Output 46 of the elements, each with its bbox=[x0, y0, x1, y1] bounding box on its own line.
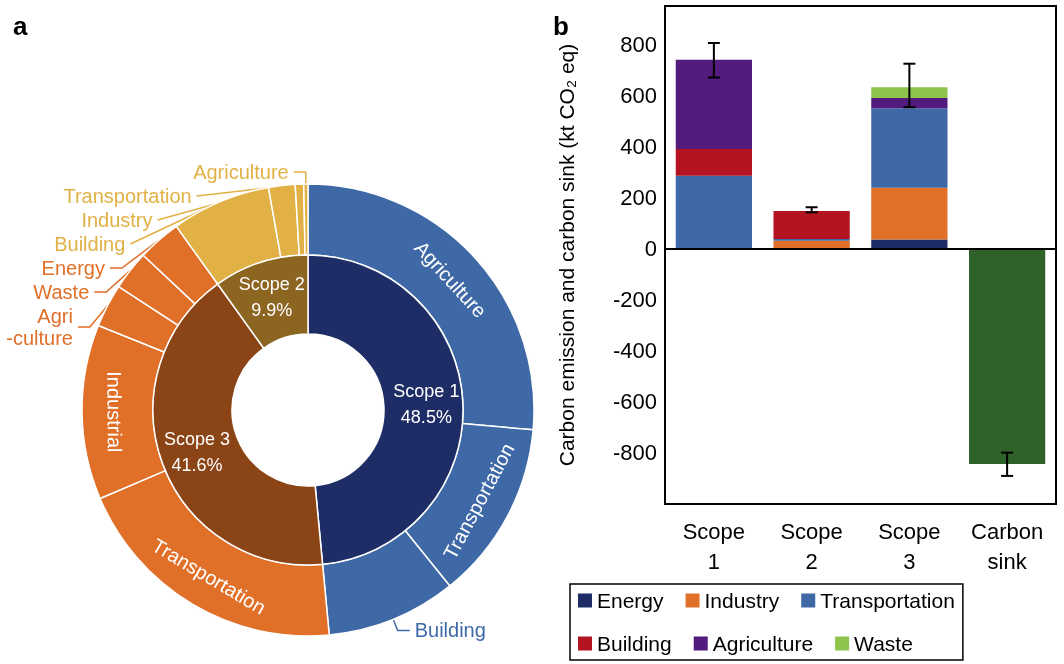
y-tick-label: 0 bbox=[644, 236, 657, 262]
data-label: 9.9% bbox=[251, 300, 293, 321]
bar bbox=[871, 97, 948, 109]
legend-label: Building bbox=[597, 632, 672, 655]
y-tick-label: 600 bbox=[620, 82, 657, 108]
y-tick-label: 200 bbox=[620, 185, 657, 211]
legend-label: Waste bbox=[854, 632, 913, 655]
slice-label: Industry bbox=[81, 209, 153, 232]
slice-label: Scope 2 bbox=[238, 274, 305, 295]
slice-label: Transportation bbox=[63, 185, 192, 208]
slice-label: Agri -culture bbox=[6, 305, 73, 350]
bar bbox=[675, 175, 752, 249]
y-tick-label: -800 bbox=[612, 440, 657, 466]
x-tick-label: Scope 2 bbox=[780, 518, 843, 574]
legend-label: Transportation bbox=[820, 589, 955, 612]
slice-label: Building bbox=[54, 233, 126, 256]
data-label: 41.6% bbox=[171, 454, 223, 475]
bar bbox=[871, 108, 948, 188]
bar bbox=[871, 187, 948, 240]
bar bbox=[871, 87, 948, 98]
y-tick-label: 400 bbox=[620, 133, 657, 159]
y-axis-title: Carbon emission and carbon sink (kt CO₂ eq) bbox=[555, 43, 578, 467]
chart-title: b bbox=[553, 11, 569, 41]
y-tick-label: -200 bbox=[612, 287, 657, 313]
slice-label: Energy bbox=[41, 257, 105, 280]
x-tick-label: Carbon sink bbox=[971, 518, 1044, 574]
bar bbox=[773, 211, 850, 239]
x-tick-label: Scope 3 bbox=[878, 518, 941, 574]
chart-title: a bbox=[13, 11, 28, 41]
data-label: 48.5% bbox=[400, 407, 452, 428]
slice-label: Industrial bbox=[103, 371, 126, 453]
slice-label: Agriculture bbox=[193, 161, 289, 184]
slice-label: Scope 1 bbox=[393, 381, 460, 402]
legend-label: Industry bbox=[704, 589, 780, 612]
bar bbox=[969, 248, 1046, 464]
bar bbox=[675, 149, 752, 176]
legend-label: Agriculture bbox=[712, 632, 814, 655]
bar bbox=[675, 59, 752, 150]
legend-label: Energy bbox=[597, 589, 665, 612]
y-tick-label: 800 bbox=[620, 31, 657, 57]
slice-label: Waste bbox=[33, 281, 90, 304]
slice-label: Building bbox=[414, 619, 486, 642]
y-tick-label: -600 bbox=[612, 389, 657, 415]
y-tick-label: -400 bbox=[612, 338, 657, 364]
x-tick-label: Scope 1 bbox=[682, 518, 746, 574]
slice-label: Scope 3 bbox=[163, 428, 231, 449]
